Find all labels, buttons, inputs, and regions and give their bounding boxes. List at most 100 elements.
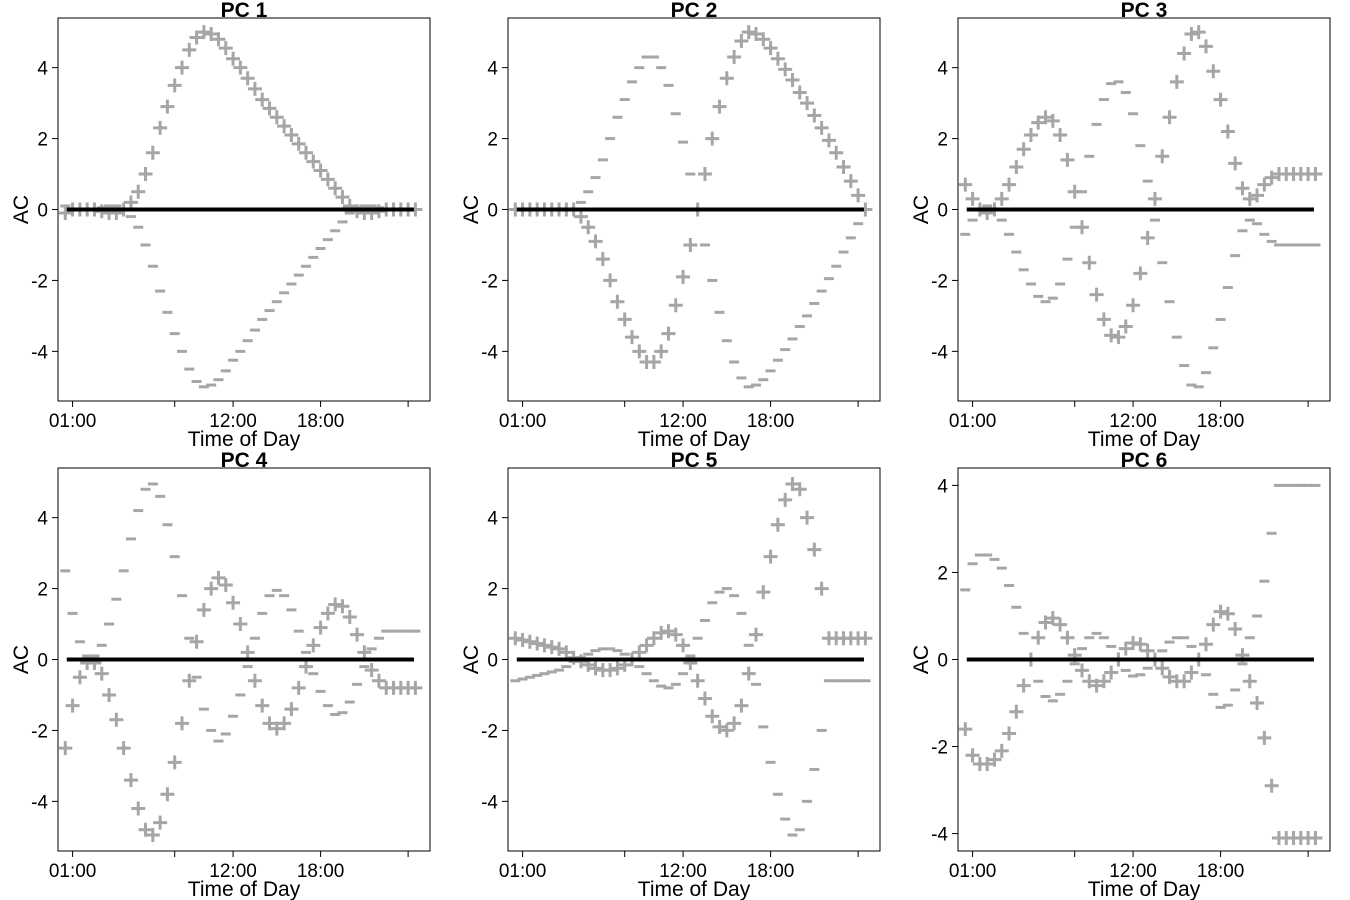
data-point-plus xyxy=(552,641,567,656)
data-point-plus xyxy=(980,756,995,771)
data-point-plus xyxy=(357,645,372,660)
data-point-plus xyxy=(1111,330,1126,345)
x-tick-label: 18:00 xyxy=(297,861,345,882)
data-point-plus xyxy=(1184,665,1199,680)
data-point-plus xyxy=(632,645,647,660)
data-point-plus xyxy=(705,131,720,146)
data-point-plus xyxy=(1308,830,1323,845)
data-point-plus xyxy=(573,209,588,224)
data-point-plus xyxy=(814,581,829,596)
data-point-plus xyxy=(697,167,712,182)
data-point-plus xyxy=(741,666,756,681)
data-point-plus xyxy=(994,743,1009,758)
y-tick-label: 4 xyxy=(37,509,48,530)
data-point-plus xyxy=(1169,74,1184,89)
data-point-plus xyxy=(727,716,742,731)
data-point-plus xyxy=(196,25,211,40)
data-point-plus xyxy=(785,476,800,491)
data-point-plus xyxy=(160,99,175,114)
data-point-plus xyxy=(1235,181,1250,196)
data-point-plus xyxy=(255,698,270,713)
data-point-plus xyxy=(581,220,596,235)
y-tick-label: -2 xyxy=(931,738,948,759)
data-point-plus xyxy=(770,517,785,532)
data-point-plus xyxy=(1191,25,1206,40)
series-plus xyxy=(58,25,423,221)
x-tick-label: 01:00 xyxy=(949,861,997,882)
data-point-plus xyxy=(299,659,313,674)
data-point-plus xyxy=(1045,611,1060,626)
data-point-plus xyxy=(632,344,647,359)
data-point-plus xyxy=(515,632,530,647)
data-point-plus xyxy=(94,666,109,681)
data-point-plus xyxy=(617,312,632,327)
data-point-plus xyxy=(1096,312,1111,327)
data-point-plus xyxy=(189,634,204,649)
series-minus xyxy=(510,587,871,837)
data-point-plus xyxy=(588,234,603,249)
y-tick-label: 2 xyxy=(487,580,498,601)
y-tick-label: 4 xyxy=(487,509,498,530)
data-point-plus xyxy=(123,773,138,788)
data-point-plus xyxy=(1009,159,1024,174)
data-point-plus xyxy=(1031,630,1046,645)
y-tick-label: -2 xyxy=(31,271,48,292)
y-tick-label: 4 xyxy=(937,476,948,497)
data-point-plus xyxy=(1257,730,1272,745)
data-point-plus xyxy=(654,344,669,359)
data-point-plus xyxy=(306,154,321,169)
data-point-plus xyxy=(320,172,335,187)
data-point-plus xyxy=(1118,641,1133,656)
data-point-plus xyxy=(965,748,980,763)
data-point-plus xyxy=(1184,26,1199,41)
data-point-plus xyxy=(1206,617,1221,632)
data-point-plus xyxy=(269,110,284,125)
y-tick-label: -4 xyxy=(31,792,48,813)
data-point-plus xyxy=(240,71,255,86)
data-point-plus xyxy=(1053,617,1068,632)
data-point-plus xyxy=(1053,128,1068,143)
data-point-plus xyxy=(814,120,829,135)
data-point-plus xyxy=(625,330,639,345)
data-point-plus xyxy=(821,133,836,148)
data-point-plus xyxy=(1045,113,1060,128)
x-axis-label: Time of Day xyxy=(638,878,751,900)
panel-title: PC 5 xyxy=(671,449,718,472)
data-point-plus xyxy=(756,32,771,47)
data-point-plus xyxy=(1264,170,1279,185)
data-point-plus xyxy=(994,191,1009,206)
data-point-plus xyxy=(829,145,844,160)
data-point-plus xyxy=(226,51,241,66)
x-tick-label: 18:00 xyxy=(747,861,795,882)
data-point-plus xyxy=(522,634,537,649)
data-point-plus xyxy=(182,673,197,688)
data-point-plus xyxy=(153,120,168,135)
data-point-plus xyxy=(800,510,815,525)
data-point-plus xyxy=(1075,663,1089,678)
data-point-plus xyxy=(1096,674,1111,689)
data-point-plus xyxy=(58,741,73,756)
data-point-plus xyxy=(792,85,807,100)
data-point-plus xyxy=(646,354,661,369)
series-minus xyxy=(60,204,421,389)
data-point-plus xyxy=(770,51,785,66)
data-point-plus xyxy=(371,673,386,688)
data-point-plus xyxy=(778,492,793,507)
data-point-plus xyxy=(603,663,618,678)
data-point-plus xyxy=(508,631,523,646)
data-point-plus xyxy=(1177,46,1192,61)
x-tick-label: 01:00 xyxy=(49,861,97,882)
data-point-plus xyxy=(306,638,321,653)
data-point-plus xyxy=(123,195,138,210)
data-point-plus xyxy=(218,578,233,593)
data-point-plus xyxy=(320,606,335,621)
data-point-plus xyxy=(1009,704,1024,719)
data-point-plus xyxy=(712,99,727,114)
data-point-plus xyxy=(1242,674,1257,689)
y-tick-label: 0 xyxy=(37,201,48,222)
x-tick-label: 12:00 xyxy=(659,411,707,432)
